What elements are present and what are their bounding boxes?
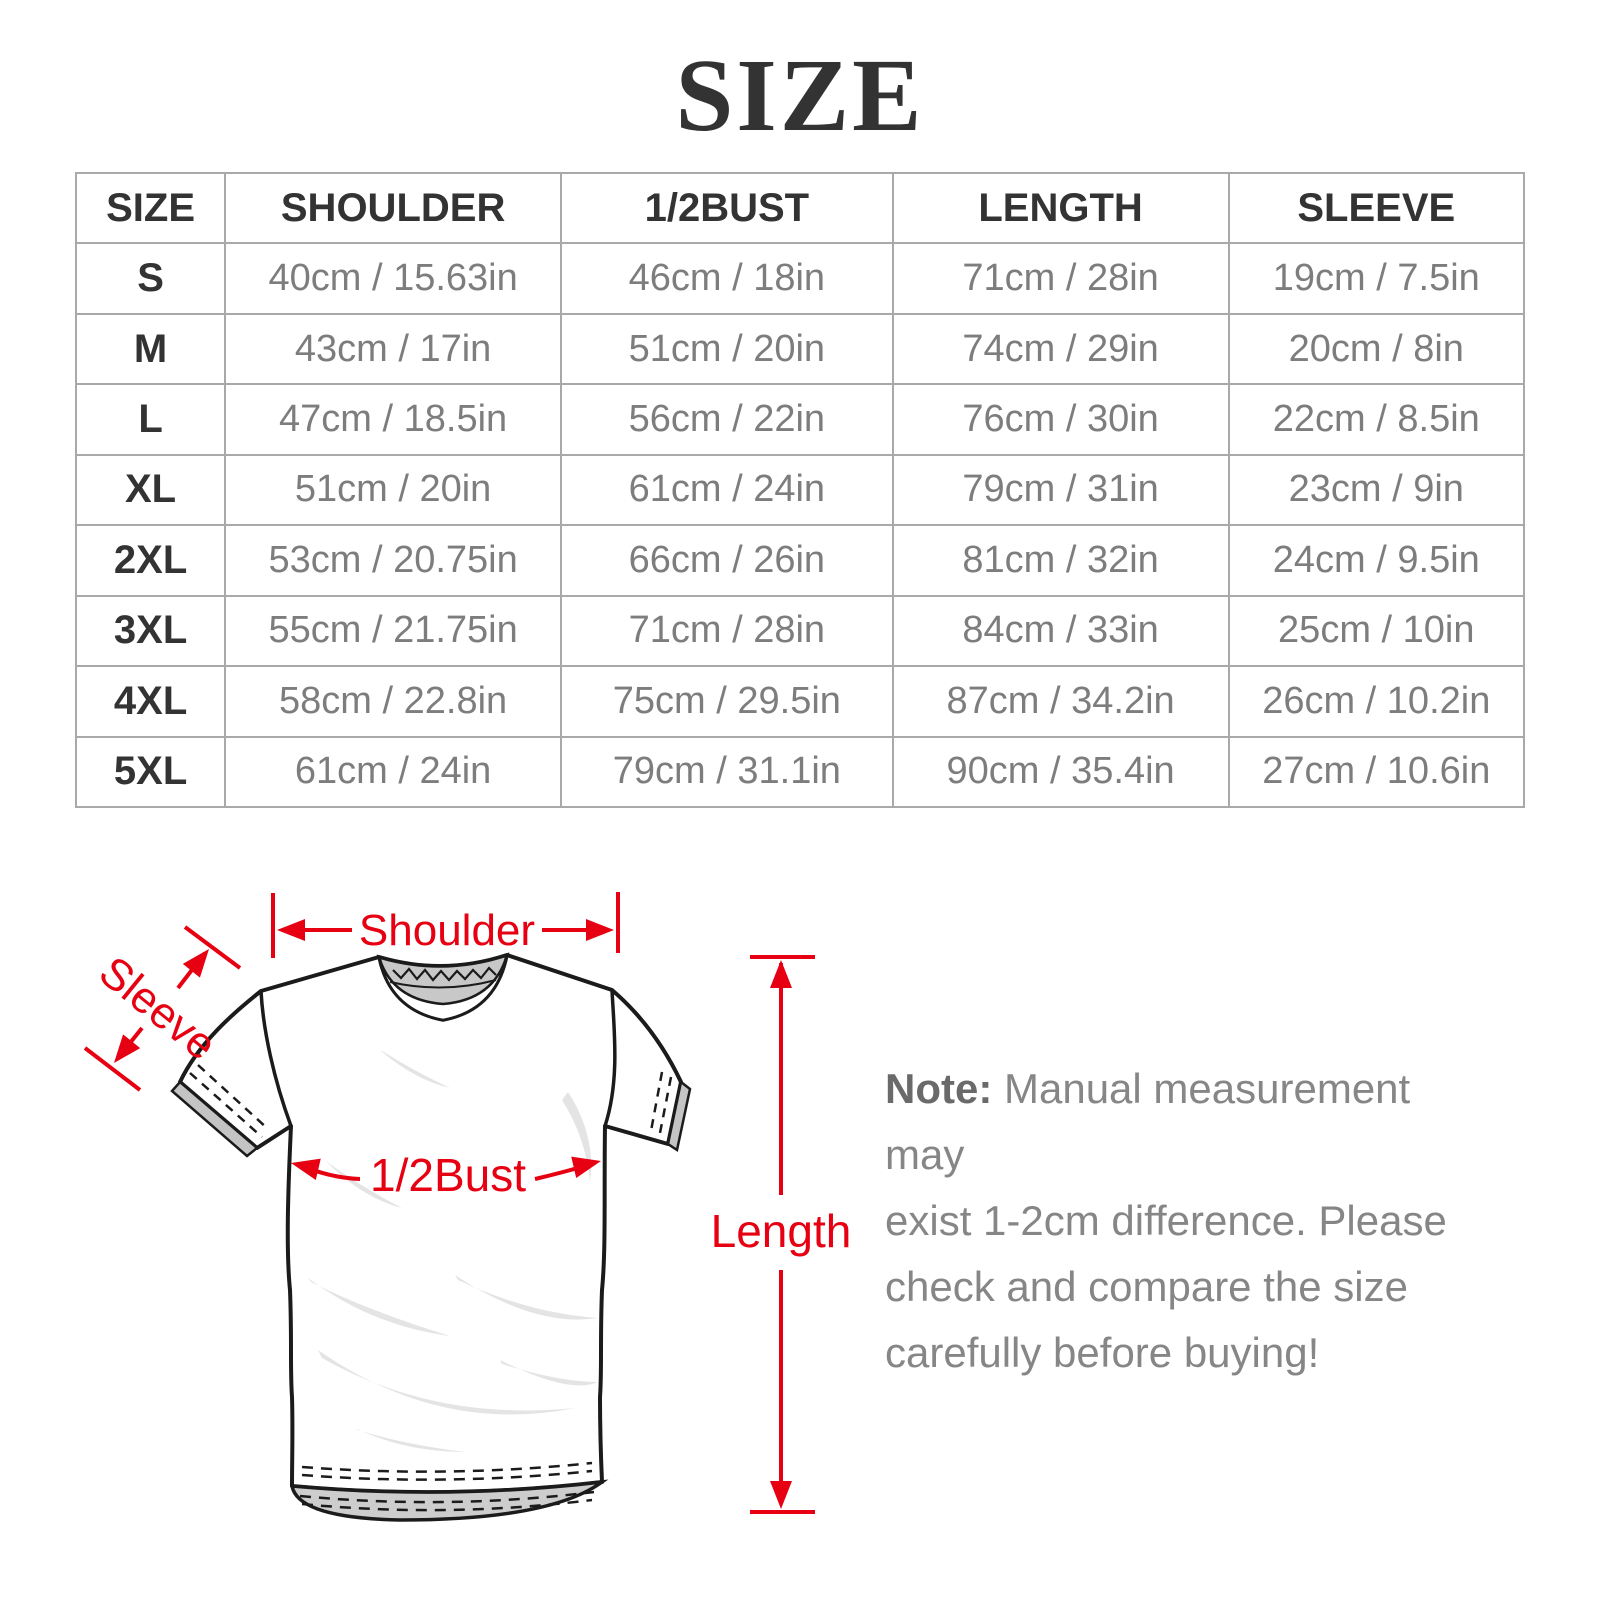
length-value: 84cm / 33in <box>891 594 1230 668</box>
note-line: check and compare the size <box>885 1263 1408 1310</box>
left-sleeve-seam <box>259 990 293 1127</box>
length-label: Length <box>711 1205 852 1257</box>
note-line: exist 1-2cm difference. Please <box>885 1197 1447 1244</box>
sleeve-value: 22cm / 8.5in <box>1227 383 1526 456</box>
shoulder-value: 43cm / 17in <box>224 312 563 386</box>
bust-arrowhead-left <box>291 1158 321 1181</box>
bust-value: 66cm / 26in <box>560 524 894 597</box>
right-sleeve-seam <box>603 989 617 1127</box>
shoulder-value: 61cm / 24in <box>224 735 563 808</box>
table-row: L 47cm / 18.5in 56cm / 22in 76cm / 30in … <box>74 383 1526 456</box>
size-label: XL <box>74 453 227 527</box>
bottom-hem-stitches <box>299 1461 595 1512</box>
size-label: L <box>74 383 227 456</box>
table-row: XL 51cm / 20in 61cm / 24in 79cm / 31in 2… <box>74 453 1526 527</box>
shoulder-arrowhead-left <box>277 919 305 941</box>
right-cuff-hem <box>666 1079 692 1153</box>
sleeve-value: 27cm / 10.6in <box>1227 735 1526 808</box>
note-label: Note: <box>885 1065 993 1112</box>
col-header-size: SIZE <box>74 171 227 245</box>
sleeve-label: Sleeve <box>90 947 225 1070</box>
col-header-sleeve: SLEEVE <box>1227 171 1526 245</box>
sleeve-value: 19cm / 7.5in <box>1227 242 1526 315</box>
length-arrowhead-up <box>770 960 792 988</box>
bust-value: 61cm / 24in <box>560 453 894 527</box>
sleeve-value: 25cm / 10in <box>1227 594 1526 668</box>
length-value: 87cm / 34.2in <box>891 665 1230 738</box>
bust-measure: 1/2Bust <box>291 1149 601 1201</box>
table-row: 2XL 53cm / 20.75in 66cm / 26in 81cm / 32… <box>74 524 1526 597</box>
bust-value: 75cm / 29.5in <box>560 665 894 738</box>
bust-value: 51cm / 20in <box>560 312 894 386</box>
page-title: SIZE <box>675 38 925 153</box>
length-measure: Length <box>711 955 852 1514</box>
sleeve-tick-lower <box>83 1046 142 1092</box>
bust-value: 71cm / 28in <box>560 594 894 668</box>
table-row: 3XL 55cm / 21.75in 71cm / 28in 84cm / 33… <box>74 594 1526 668</box>
length-value: 71cm / 28in <box>891 242 1230 315</box>
note-line: carefully before buying! <box>885 1329 1320 1376</box>
sleeve-tick-upper <box>183 925 242 970</box>
size-label: 3XL <box>74 594 227 668</box>
collar-front-band <box>377 954 509 1022</box>
shoulder-measure: Shoulder <box>271 892 620 958</box>
shoulder-value: 58cm / 22.8in <box>224 665 563 738</box>
table-row: 4XL 58cm / 22.8in 75cm / 29.5in 87cm / 3… <box>74 665 1526 738</box>
shoulder-label: Shoulder <box>359 906 535 955</box>
size-table: SIZE SHOULDER 1/2BUST LENGTH SLEEVE S 40… <box>74 171 1526 808</box>
note-line: Manual measurement may <box>885 1065 1411 1178</box>
sleeve-value: 24cm / 9.5in <box>1227 524 1526 597</box>
size-label: M <box>74 312 227 386</box>
bust-value: 56cm / 22in <box>560 383 894 456</box>
bottom-hem-band <box>289 1479 609 1522</box>
col-header-length: LENGTH <box>891 171 1230 245</box>
size-label: 5XL <box>74 735 227 808</box>
shoulder-arrowhead-right <box>586 919 614 941</box>
col-header-bust: 1/2BUST <box>560 171 894 245</box>
size-label: 2XL <box>74 524 227 597</box>
bust-label: 1/2Bust <box>370 1149 526 1201</box>
left-cuff-hem <box>170 1080 259 1158</box>
sleeve-value: 23cm / 9in <box>1227 453 1526 527</box>
tshirt-wrinkles <box>308 1050 598 1452</box>
length-value: 81cm / 32in <box>891 524 1230 597</box>
shoulder-value: 40cm / 15.63in <box>224 242 563 315</box>
length-arrowhead-down <box>770 1481 792 1509</box>
table-row: M 43cm / 17in 51cm / 20in 74cm / 29in 20… <box>74 312 1526 386</box>
right-cuff-stitches <box>649 1071 673 1139</box>
table-header-row: SIZE SHOULDER 1/2BUST LENGTH SLEEVE <box>74 171 1526 245</box>
bust-value: 46cm / 18in <box>560 242 894 315</box>
length-value: 79cm / 31in <box>891 453 1230 527</box>
bust-value: 79cm / 31.1in <box>560 735 894 808</box>
collar-band-line <box>389 979 497 989</box>
length-value: 74cm / 29in <box>891 312 1230 386</box>
bust-arrowhead-right <box>571 1156 601 1179</box>
collar-zigzag-stitch <box>392 966 497 982</box>
tshirt-measurement-diagram: Shoulder Sleeve 1/2Bust <box>83 892 852 1522</box>
shoulder-value: 51cm / 20in <box>224 453 563 527</box>
sleeve-value: 26cm / 10.2in <box>1227 665 1526 738</box>
sleeve-value: 20cm / 8in <box>1227 312 1526 386</box>
left-cuff-stitches <box>189 1064 269 1138</box>
shoulder-value: 55cm / 21.75in <box>224 594 563 668</box>
shoulder-value: 47cm / 18.5in <box>224 383 563 456</box>
length-value: 76cm / 30in <box>891 383 1230 456</box>
sleeve-arrowhead-upper <box>182 949 209 978</box>
length-value: 90cm / 35.4in <box>891 735 1230 808</box>
size-label: 4XL <box>74 665 227 738</box>
sleeve-arrowhead-lower <box>114 1034 141 1063</box>
table-row: 5XL 61cm / 24in 79cm / 31.1in 90cm / 35.… <box>74 735 1526 808</box>
tshirt-body-outline <box>178 953 683 1495</box>
col-header-shoulder: SHOULDER <box>224 171 563 245</box>
table-row: S 40cm / 15.63in 46cm / 18in 71cm / 28in… <box>74 242 1526 315</box>
shoulder-value: 53cm / 20.75in <box>224 524 563 597</box>
tshirt-illustration <box>170 952 692 1522</box>
note-text: Note: Manual measurement may exist 1-2cm… <box>885 1056 1497 1386</box>
size-label: S <box>74 242 227 315</box>
